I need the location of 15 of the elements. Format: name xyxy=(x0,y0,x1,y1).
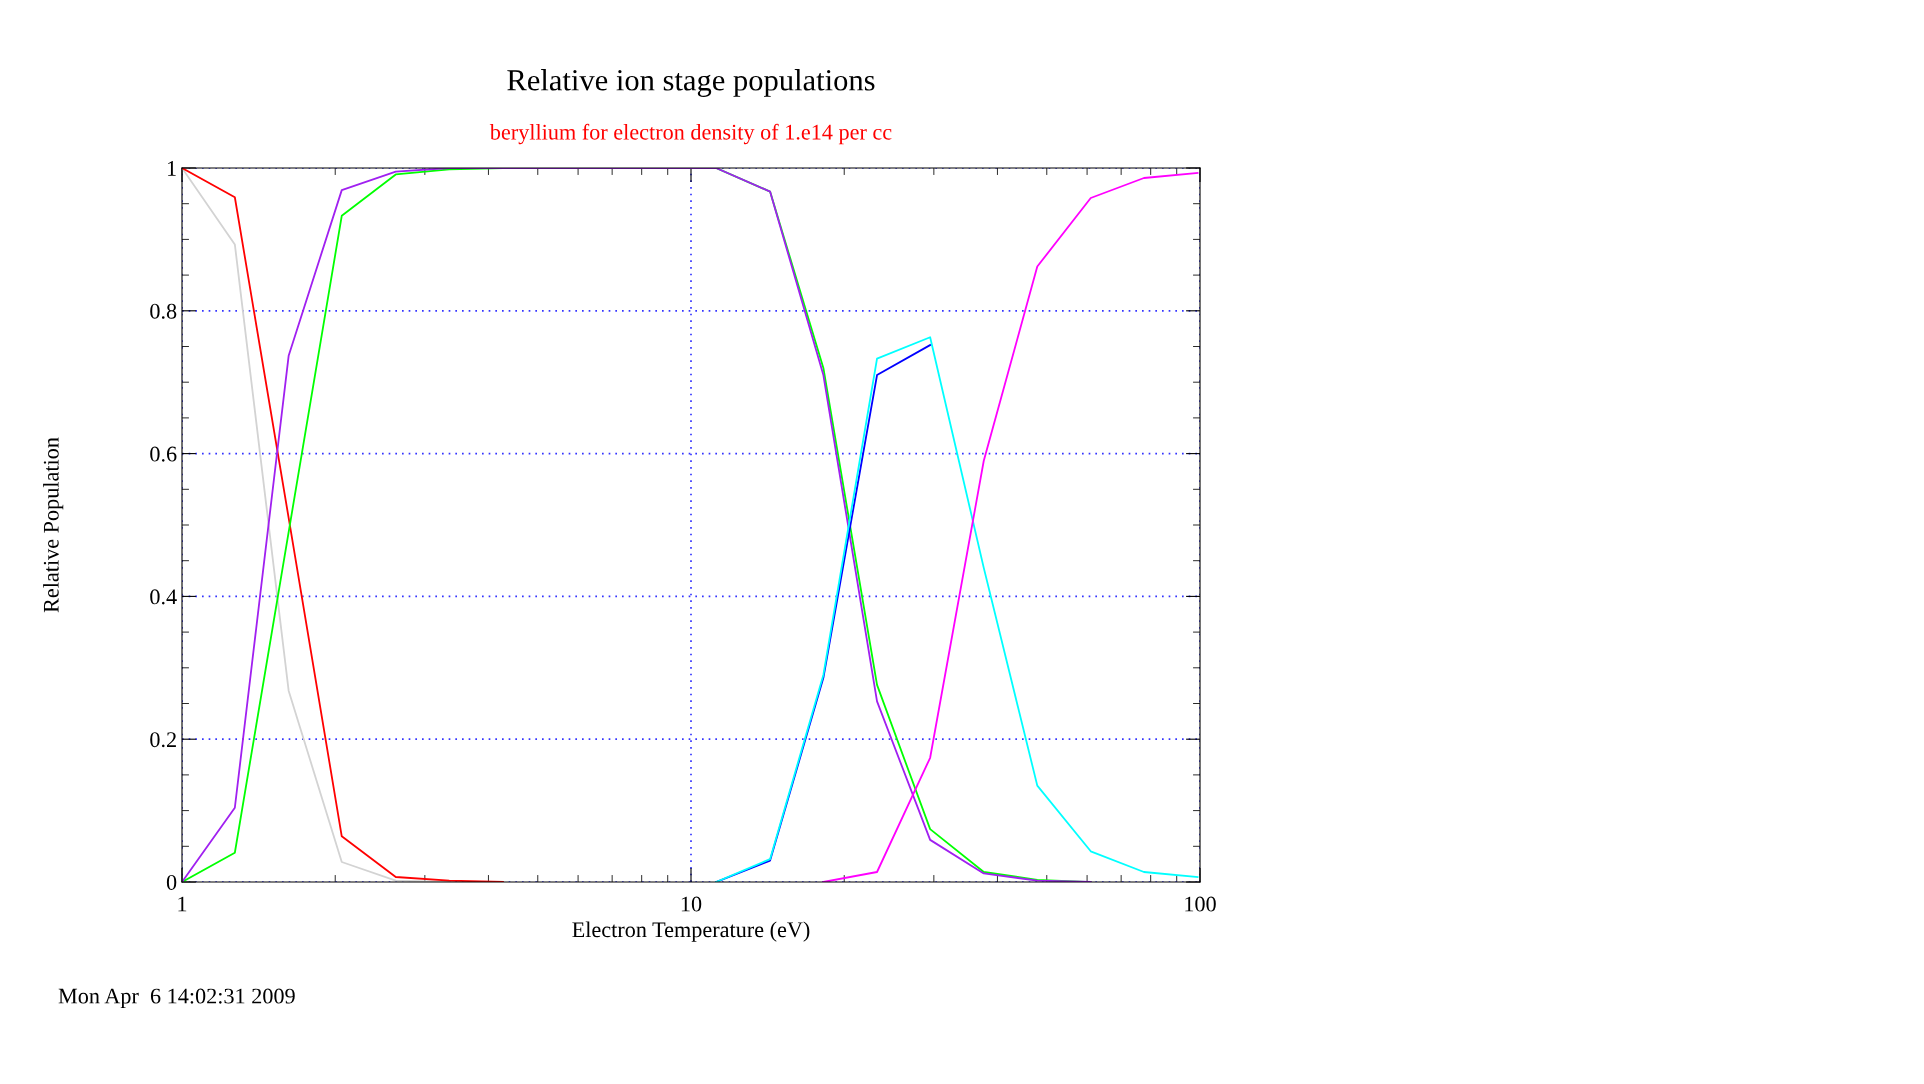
y-tick-label: 0.2 xyxy=(150,732,176,748)
y-tick-label: 0 xyxy=(166,874,177,890)
x-tick-label: 1 xyxy=(178,896,187,912)
y-tick-label: 1 xyxy=(167,161,176,176)
line-series xyxy=(715,336,1199,882)
y-tick-label: 0.6 xyxy=(150,446,177,462)
x-axis-title: Electron Temperature (eV) xyxy=(572,921,810,942)
x-tick-label: 100 xyxy=(1185,896,1216,912)
chart-title: Relative ion stage populations xyxy=(507,69,875,97)
y-tick-label: 0.8 xyxy=(150,303,177,319)
text: Mon Apr 6 14:02:31 2009 xyxy=(58,988,295,1009)
x-tick-label: 10 xyxy=(681,896,702,912)
chart-subtitle: beryllium for electron density of 1.e14 per cc xyxy=(489,123,892,145)
y-tick-label: 0.4 xyxy=(150,589,177,605)
y-axis-title: Relative Population xyxy=(43,437,64,613)
